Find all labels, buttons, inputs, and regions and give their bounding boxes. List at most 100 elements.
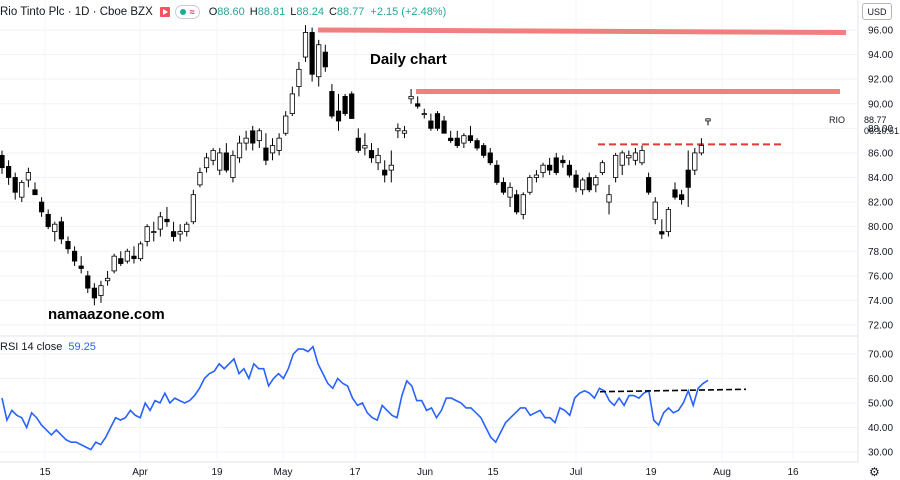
candle-body xyxy=(230,154,236,178)
candle-body xyxy=(533,174,540,178)
candle-body xyxy=(71,250,78,262)
high-label: H xyxy=(249,6,258,18)
candle-body xyxy=(679,194,685,201)
status-dot-icon xyxy=(179,9,186,15)
rsi-tick-label: 40.00 xyxy=(868,423,893,434)
rsi-trend-line xyxy=(599,388,747,393)
candle-body xyxy=(276,137,282,151)
candle-body xyxy=(547,164,553,171)
candle-body xyxy=(329,91,335,117)
low-label: L xyxy=(290,6,297,18)
candle-body xyxy=(85,275,91,289)
candle-body xyxy=(322,51,328,68)
candle-body xyxy=(32,189,38,196)
price-tick-label: 96.00 xyxy=(868,26,893,37)
wave-icon: ≈ xyxy=(189,7,195,17)
rsi-pane[interactable] xyxy=(0,353,858,453)
time-tick-label: 17 xyxy=(349,467,361,478)
candle-body xyxy=(434,113,441,129)
candle-body xyxy=(45,213,51,228)
rsi-tick-label: 70.00 xyxy=(868,350,893,361)
settings-gear-icon[interactable]: ⚙ xyxy=(869,465,880,479)
flag-icon[interactable] xyxy=(159,7,170,17)
high-value: 88.81 xyxy=(257,6,286,18)
candle-body xyxy=(38,201,45,213)
candle-body xyxy=(368,150,375,159)
candle-body xyxy=(626,154,632,159)
candle-body xyxy=(639,150,645,164)
candle-body xyxy=(164,218,170,223)
candle-body xyxy=(408,95,414,100)
candle-body xyxy=(507,186,513,198)
price-tick-label: 94.00 xyxy=(868,50,893,61)
candle-body xyxy=(263,147,269,161)
candle-body xyxy=(203,157,210,169)
open-label: O xyxy=(208,6,218,18)
time-tick-label: 15 xyxy=(39,467,51,478)
candle-body xyxy=(388,164,394,171)
candle-body xyxy=(197,172,203,186)
low-value: 88.24 xyxy=(296,6,324,18)
price-tick-label: 78.00 xyxy=(868,247,893,258)
candle-body xyxy=(553,157,559,173)
candle-body xyxy=(217,152,223,171)
symbol-title[interactable]: Rio Tinto Plc · 1D · Cboe BZX xyxy=(0,6,153,18)
candle-body xyxy=(613,154,619,178)
candle-body xyxy=(12,177,18,193)
candle-body xyxy=(632,152,639,161)
candle-body xyxy=(395,127,401,132)
candle-body xyxy=(467,135,474,142)
candle-body xyxy=(580,179,586,191)
candle-body xyxy=(659,231,665,235)
rsi-tick-label: 30.00 xyxy=(868,448,893,459)
rsi-value: 59.25 xyxy=(68,341,96,353)
price-tick-label: 76.00 xyxy=(868,271,893,282)
price-tick-label: 84.00 xyxy=(868,173,893,184)
candle-body xyxy=(520,194,526,215)
rsi-legend[interactable]: RSI 14 close 59.25 xyxy=(0,341,96,353)
price-axis[interactable]: 72.00 74.00 76.00 78.00 80.00 82.00 84.00 86.00… xyxy=(0,0,899,463)
candle-body xyxy=(137,243,144,260)
candle-body xyxy=(672,189,678,198)
candle-body xyxy=(170,231,177,237)
candle-body xyxy=(692,152,698,171)
candle-body xyxy=(593,177,599,186)
candle-body xyxy=(157,216,163,230)
time-tick-label: May xyxy=(274,467,293,478)
time-axis[interactable]: 15 Apr 19 May 17 Jun 15 Jul 19 Aug 16 xyxy=(39,467,799,478)
candle-body xyxy=(461,135,467,144)
candle-body xyxy=(335,110,342,122)
candle-body xyxy=(599,162,606,173)
rsi-label: RSI 14 close xyxy=(0,341,63,353)
candle-body xyxy=(118,258,124,264)
price-tick-label: 80.00 xyxy=(868,222,893,233)
candle-body xyxy=(177,231,183,235)
price-tick-label: 74.00 xyxy=(868,296,893,307)
price-pane[interactable] xyxy=(0,0,858,462)
candle-body xyxy=(382,169,388,176)
candle-body xyxy=(342,95,348,114)
time-tick-label: 15 xyxy=(487,467,499,478)
rsi-tick-label: 50.00 xyxy=(868,399,893,410)
candle-body xyxy=(566,164,573,176)
chart-annotation-title: Daily chart xyxy=(370,51,447,68)
currency-button[interactable]: USD xyxy=(862,3,892,20)
candle-body xyxy=(606,194,612,203)
time-tick-label: Aug xyxy=(713,467,731,478)
price-tick-label: 86.00 xyxy=(868,148,893,159)
rsi-series xyxy=(1,345,747,451)
candle-body xyxy=(685,169,691,188)
time-tick-label: Apr xyxy=(132,467,148,478)
candle-body xyxy=(487,152,493,164)
candle-body xyxy=(283,115,289,134)
candle-body xyxy=(302,32,309,58)
candle-body xyxy=(25,172,31,181)
price-label-countdown: 06:10:51 xyxy=(864,126,899,136)
candle-body xyxy=(362,145,368,149)
candle-body xyxy=(124,250,130,262)
rsi-line xyxy=(1,345,709,451)
indicator-status-pill[interactable]: ≈ xyxy=(174,5,200,19)
price-tick-label: 82.00 xyxy=(868,198,893,209)
watermark: namaazone.com xyxy=(48,306,165,323)
